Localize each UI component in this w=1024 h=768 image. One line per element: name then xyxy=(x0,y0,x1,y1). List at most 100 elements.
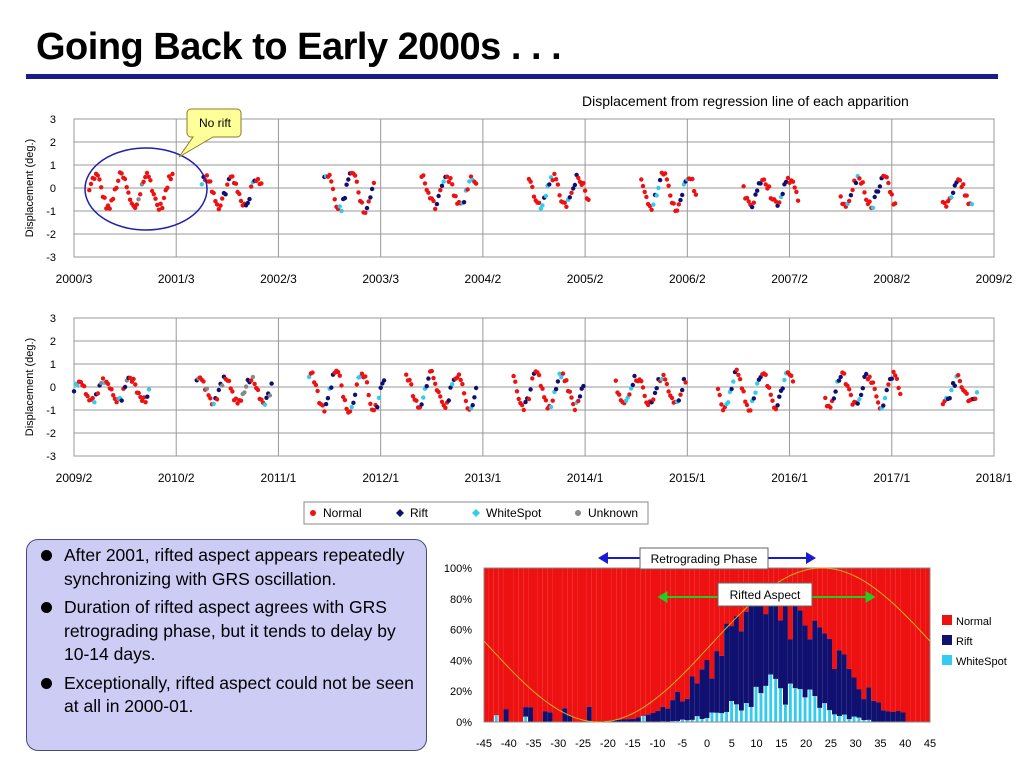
data-point-normal xyxy=(540,386,545,391)
data-point-normal xyxy=(352,173,358,178)
bar-whitespot xyxy=(676,720,679,722)
data-point-normal xyxy=(359,200,365,205)
y-tick-label: -1 xyxy=(46,405,56,417)
x-tick-label: 40 xyxy=(899,738,911,750)
data-point-rift xyxy=(567,195,572,200)
data-point-rift xyxy=(848,193,854,198)
bar-normal xyxy=(591,568,597,722)
data-point-rift xyxy=(329,385,334,390)
bar-normal xyxy=(846,568,852,669)
data-point-rift xyxy=(269,381,274,386)
data-point-unknown xyxy=(242,390,247,395)
data-point-normal xyxy=(107,206,112,211)
x-tick-label: 2001/3 xyxy=(158,272,195,286)
data-point-normal xyxy=(371,180,377,186)
data-point-normal xyxy=(785,175,791,181)
x-tick-label: 35 xyxy=(874,738,886,750)
data-point-normal xyxy=(116,178,121,183)
data-point-normal xyxy=(446,179,451,184)
data-point-normal xyxy=(249,378,254,383)
data-point-rift xyxy=(853,180,859,186)
data-point-normal xyxy=(555,182,561,187)
bar-whitespot xyxy=(720,713,724,722)
bar-whitespot xyxy=(725,711,729,722)
no-rift-ellipse xyxy=(84,147,208,231)
data-point-unknown xyxy=(243,384,249,389)
data-point-whitespot xyxy=(949,195,954,200)
bar-whitespot xyxy=(813,696,817,722)
data-point-normal xyxy=(569,190,574,195)
bar-rift xyxy=(812,620,818,697)
data-point-normal xyxy=(893,201,898,206)
data-point-rift xyxy=(783,179,789,185)
data-point-normal xyxy=(741,184,746,189)
data-point-normal xyxy=(528,179,533,184)
x-tick-label: -45 xyxy=(476,738,492,750)
data-point-normal xyxy=(404,372,409,377)
bar-rift xyxy=(631,718,636,722)
bar-normal xyxy=(881,568,886,711)
data-point-rift xyxy=(680,387,685,393)
y-tick-label: 2 xyxy=(50,336,56,348)
bar-rift xyxy=(694,683,700,717)
arrow-head-right xyxy=(806,552,817,564)
data-point-normal xyxy=(823,395,828,401)
legend-marker xyxy=(396,509,404,517)
data-point-normal xyxy=(433,206,438,212)
data-point-rift xyxy=(632,373,637,379)
scatter-legend: Normal Rift WhiteSpot Unknown xyxy=(303,501,649,525)
x-tick-label: -20 xyxy=(600,738,616,750)
data-point-normal xyxy=(872,386,877,392)
data-point-normal xyxy=(105,381,111,387)
data-point-normal xyxy=(226,378,232,384)
data-point-normal xyxy=(87,188,92,193)
bar-normal xyxy=(586,568,592,707)
data-point-normal xyxy=(431,198,436,204)
data-point-rift xyxy=(424,384,429,389)
data-point-normal xyxy=(213,199,218,204)
data-point-whitespot xyxy=(949,387,954,393)
data-point-normal xyxy=(845,383,850,388)
data-point-normal xyxy=(691,188,697,194)
data-point-normal xyxy=(422,181,428,186)
data-point-normal xyxy=(426,190,431,195)
retrograding-label-box xyxy=(639,547,769,570)
data-point-normal xyxy=(530,184,535,190)
bar-rift xyxy=(763,614,769,686)
bar-rift xyxy=(542,711,548,722)
data-point-whitespot xyxy=(654,193,659,198)
bar-normal xyxy=(528,568,533,708)
data-point-normal xyxy=(443,405,448,410)
x-tick-label: 5 xyxy=(729,738,735,750)
data-point-normal xyxy=(543,398,549,403)
data-point-normal xyxy=(847,387,852,392)
data-point-normal xyxy=(964,193,969,198)
data-point-normal xyxy=(964,391,969,396)
data-point-normal xyxy=(886,382,891,387)
legend-label: Rift xyxy=(956,636,973,648)
data-point-rift xyxy=(678,197,683,203)
data-point-whitespot xyxy=(628,386,634,391)
data-point-normal xyxy=(531,194,537,199)
data-point-rift xyxy=(657,177,663,183)
bar-normal xyxy=(577,568,582,722)
bar-normal xyxy=(905,568,911,722)
data-point-normal xyxy=(957,378,963,384)
legend-label: Normal xyxy=(323,506,362,520)
data-point-normal xyxy=(526,396,532,402)
bar-rift xyxy=(822,633,828,704)
data-point-normal xyxy=(582,188,588,193)
bar-normal xyxy=(841,568,847,655)
data-point-normal xyxy=(141,179,146,184)
data-point-normal xyxy=(233,396,239,401)
data-point-rift xyxy=(555,379,561,384)
data-point-normal xyxy=(151,192,156,197)
data-point-whitespot xyxy=(306,374,312,380)
bar-whitespot xyxy=(690,719,694,722)
data-point-normal xyxy=(127,197,133,202)
bar-whitespot xyxy=(705,718,709,722)
data-point-normal xyxy=(838,194,843,199)
data-point-rift xyxy=(884,387,889,393)
data-point-whitespot xyxy=(753,390,758,395)
data-point-normal xyxy=(514,389,520,394)
